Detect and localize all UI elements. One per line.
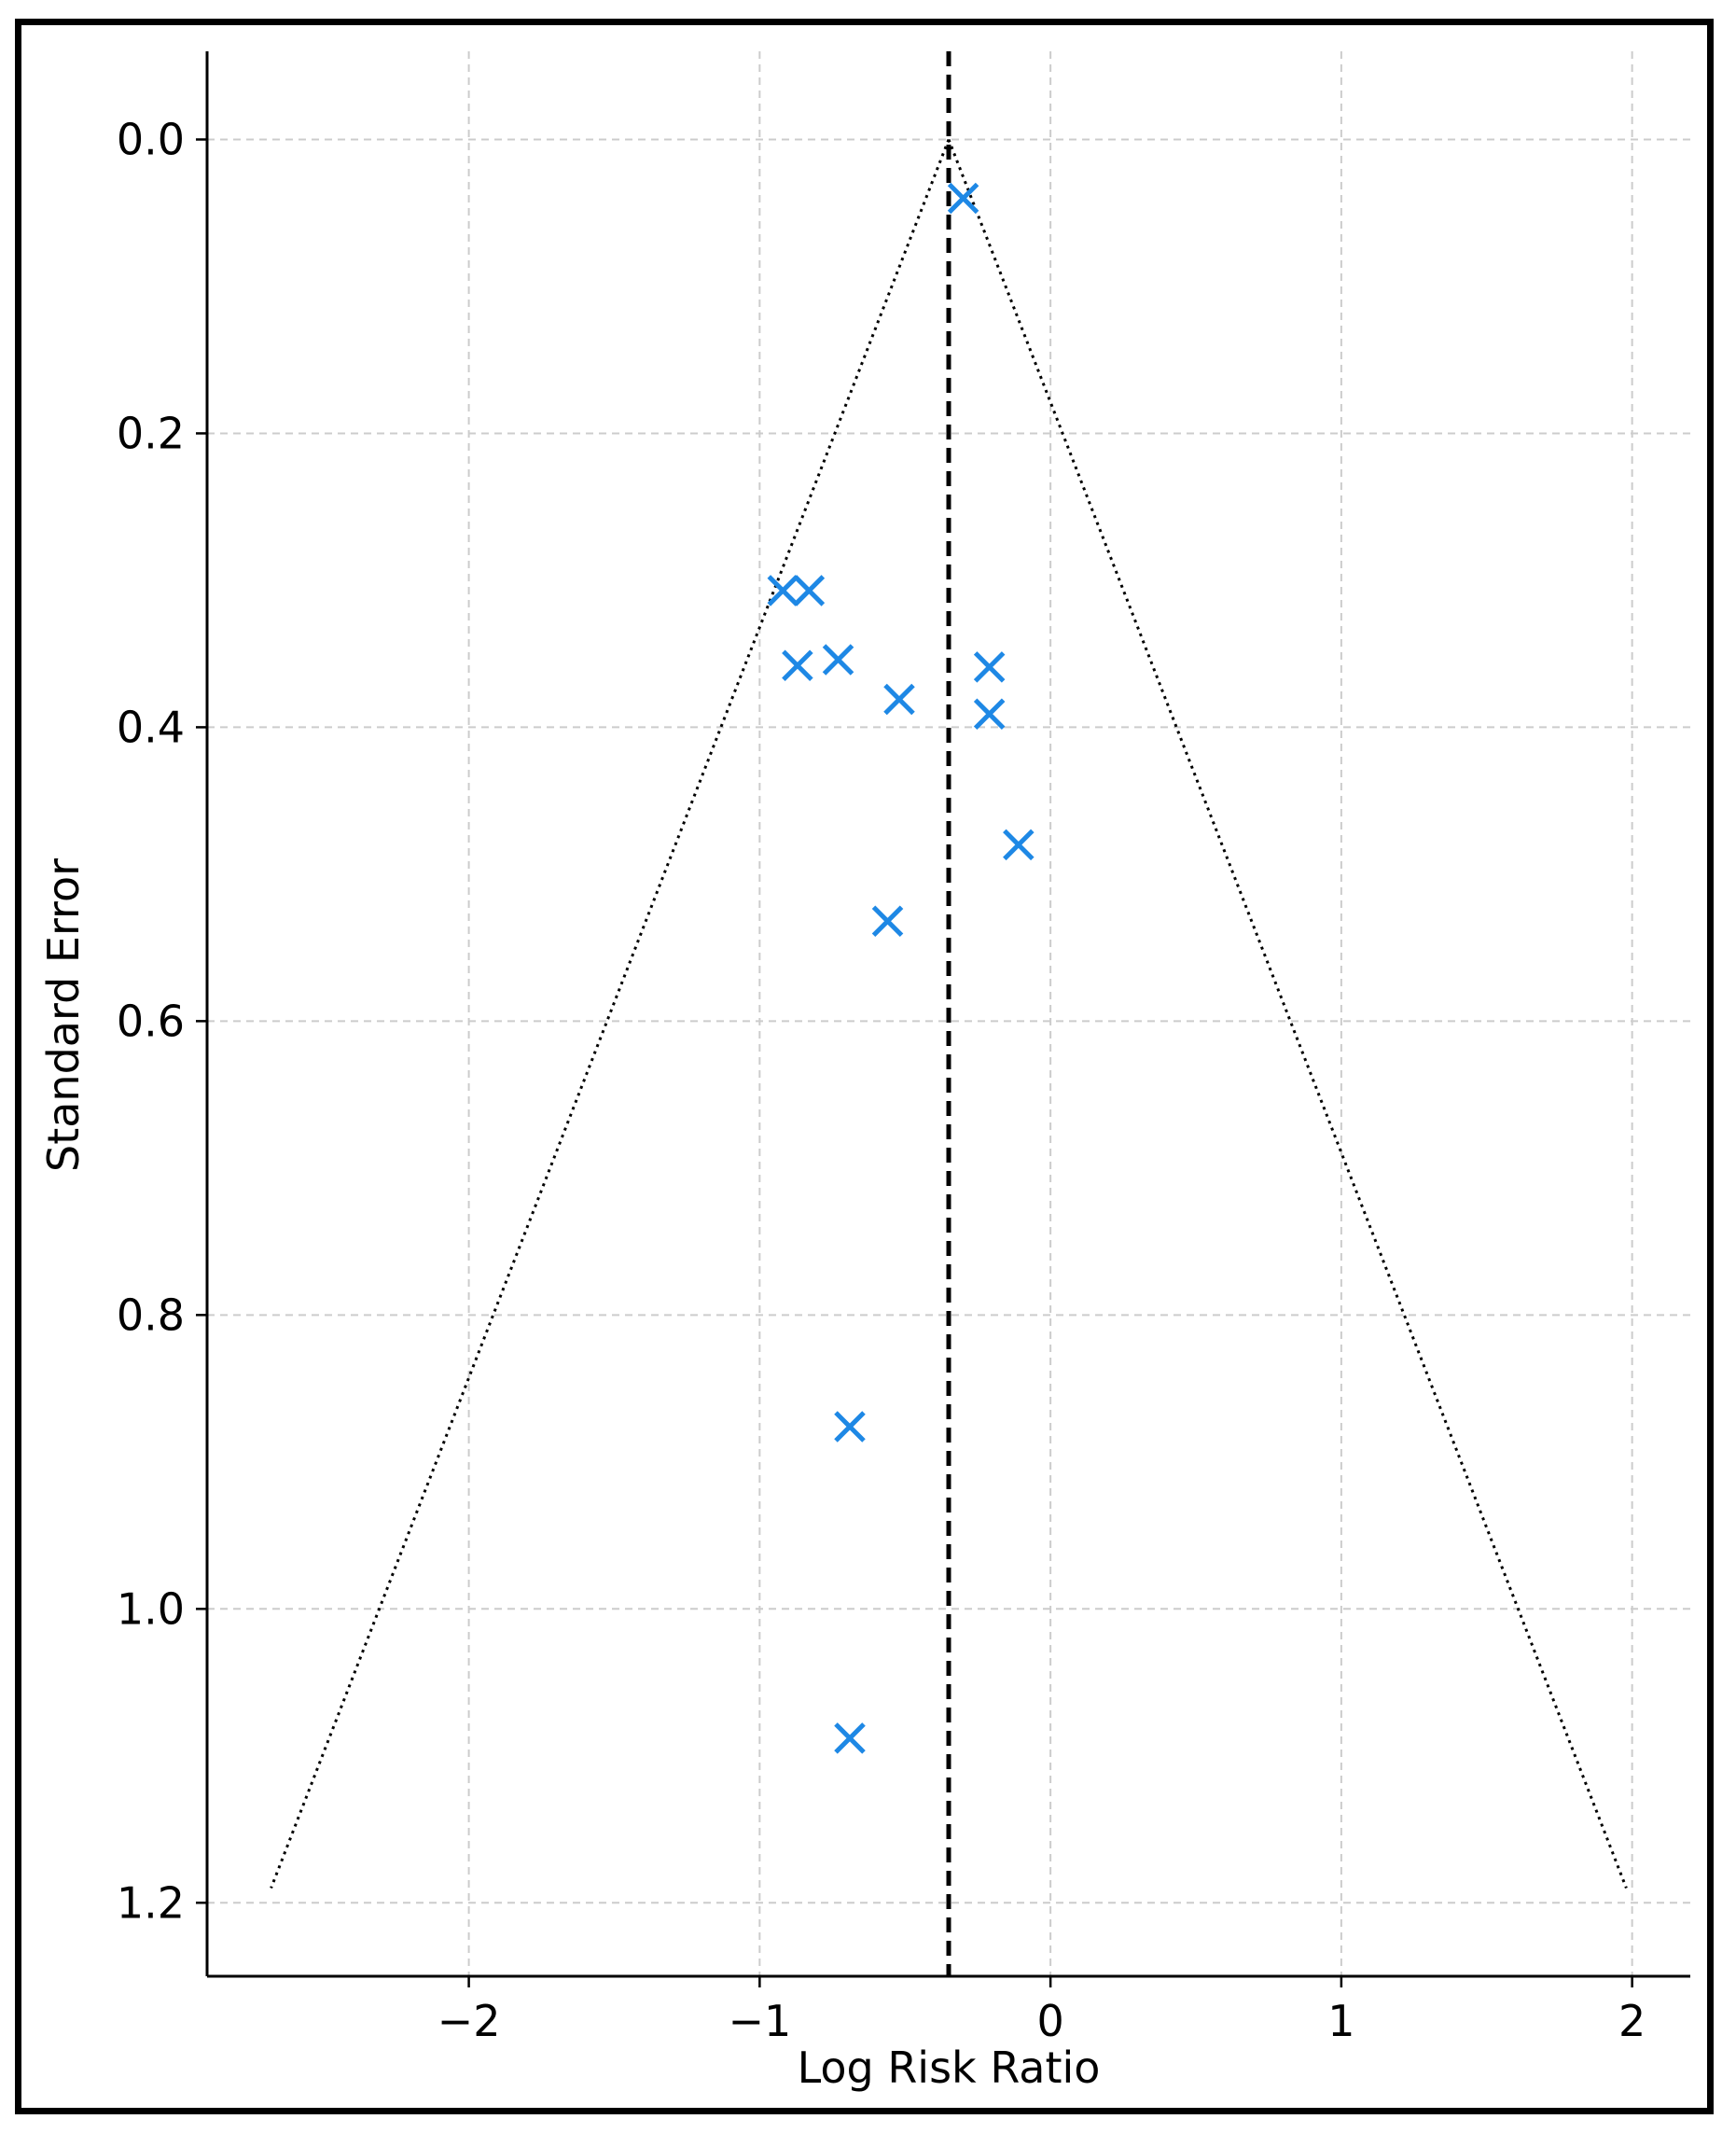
study-point-stroke xyxy=(767,575,799,606)
study-point xyxy=(767,575,799,606)
x-tick-label: −2 xyxy=(437,1996,501,2046)
study-point xyxy=(834,1722,866,1754)
study-point xyxy=(834,1411,866,1443)
study-point-stroke xyxy=(947,182,979,215)
y-tick-label: 1.2 xyxy=(117,1877,185,1928)
axes xyxy=(196,51,1690,1987)
y-tick-label: 0.6 xyxy=(117,996,185,1046)
funnel-bounds xyxy=(270,138,1628,1889)
study-point xyxy=(973,651,1006,683)
x-axis-label: Log Risk Ratio xyxy=(798,2042,1101,2093)
study-point-stroke xyxy=(883,683,915,716)
y-axis-label: Standard Error xyxy=(38,858,89,1172)
study-point xyxy=(822,644,854,676)
study-point xyxy=(973,698,1006,731)
study-point-stroke xyxy=(782,649,813,682)
study-point xyxy=(871,905,904,938)
study-point-stroke xyxy=(834,1722,866,1754)
study-point-stroke xyxy=(1003,829,1035,861)
study-points xyxy=(767,182,1035,1754)
y-tick-label: 0.8 xyxy=(117,1290,185,1340)
x-tick-label: 0 xyxy=(1036,1996,1063,2046)
funnel-lower-bound xyxy=(270,138,951,1889)
y-tick-label: 0.0 xyxy=(117,114,185,164)
y-tick-label: 1.0 xyxy=(117,1583,185,1634)
study-point-stroke xyxy=(822,644,854,676)
grid xyxy=(207,51,1690,1976)
study-point-stroke xyxy=(973,698,1006,731)
study-point xyxy=(793,575,826,606)
y-tick-label: 0.2 xyxy=(117,408,185,458)
study-point xyxy=(883,683,915,716)
funnel-upper-bound xyxy=(947,138,1628,1889)
tick-labels: −2 −1 0 1 2 0.0 0.2 0.4 0.6 0.8 1.0 1.2 xyxy=(117,114,1646,2046)
study-point-stroke xyxy=(871,905,904,938)
study-point xyxy=(1003,829,1035,861)
study-point-stroke xyxy=(834,1411,866,1443)
y-tick-label: 0.4 xyxy=(117,702,185,752)
study-point-stroke xyxy=(793,575,826,606)
study-point-stroke xyxy=(973,651,1006,683)
x-tick-label: 1 xyxy=(1327,1996,1354,2046)
x-tick-label: 2 xyxy=(1618,1996,1646,2046)
x-tick-label: −1 xyxy=(728,1996,791,2046)
figure-frame xyxy=(15,19,1714,2114)
study-point xyxy=(782,649,813,682)
study-point xyxy=(947,182,979,215)
